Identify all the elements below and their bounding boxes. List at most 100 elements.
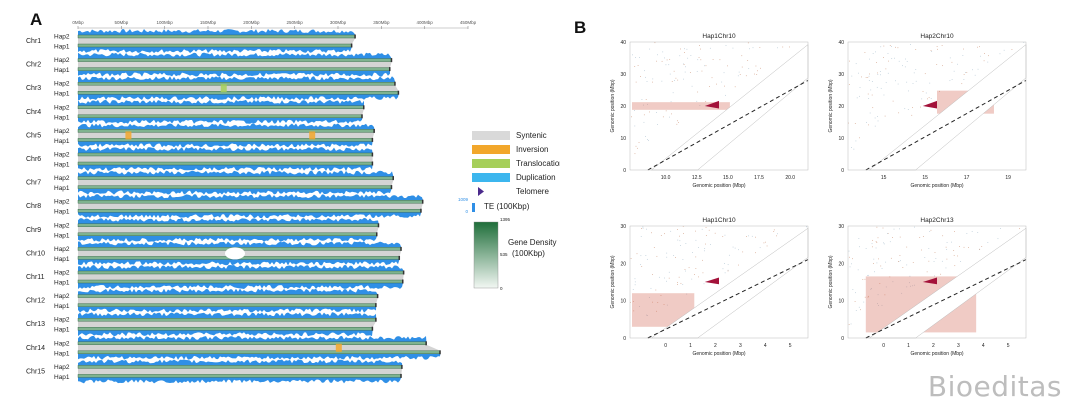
dot: [877, 303, 878, 305]
te-density-hap2: [78, 52, 392, 59]
dot: [658, 276, 660, 278]
x-tick-label: 20.0: [785, 175, 795, 181]
dot: [639, 306, 640, 307]
te-density-hap1: [78, 47, 352, 53]
y-axis-label: Genomic position (Mbp): [610, 79, 616, 132]
y-axis-label: Genomic position (Mbp): [828, 255, 834, 308]
hap1-label: Hap1: [54, 327, 70, 334]
dot: [652, 81, 653, 83]
x-tick-label: 15: [881, 175, 887, 181]
hap2-chromosome-bar: [77, 81, 396, 86]
dot: [934, 252, 936, 253]
te-density-hap1: [78, 70, 390, 77]
dot: [922, 91, 924, 92]
dot: [646, 228, 647, 230]
legend-label: Syntenic: [516, 131, 547, 140]
dot: [911, 114, 913, 116]
te-density-hap2: [78, 265, 404, 271]
chromosome-label: Chr7: [26, 180, 41, 187]
dot: [930, 229, 932, 231]
hap2-label: Hap2: [54, 104, 70, 111]
telomere-mark: [420, 208, 422, 213]
syntenic-band: [78, 321, 377, 328]
hap1-label: Hap1: [54, 67, 70, 74]
dot: [849, 256, 850, 258]
dot: [727, 65, 728, 67]
dot: [673, 70, 675, 72]
axis-tick-label: 450Mbp: [460, 20, 477, 25]
hap1-chromosome-bar: [77, 232, 378, 237]
dot: [930, 98, 932, 99]
x-tick-label: 0: [882, 343, 885, 349]
dot: [645, 99, 647, 100]
y-tick-label: 0: [623, 168, 626, 174]
dot: [876, 86, 878, 88]
breakpoint-marker: [922, 100, 937, 109]
dot: [660, 295, 662, 296]
dot: [887, 233, 889, 234]
dot: [1000, 228, 1001, 229]
dot: [632, 289, 634, 290]
y-tick-label: 10: [620, 299, 626, 305]
dot: [866, 121, 867, 123]
dot: [708, 229, 710, 231]
dot: [871, 243, 873, 245]
te-legend-label: TE (100Kbp): [484, 202, 530, 211]
dot: [747, 42, 749, 44]
telomere-mark: [377, 223, 380, 228]
dot: [698, 247, 699, 248]
dotplot-title: Hap2Chr13: [920, 217, 954, 224]
dotplot-4: Hap2Chr13 0 1 2 3 4 5 0 10 20 30 Genomic position (…: [828, 217, 1027, 357]
dot: [874, 117, 876, 119]
dot: [850, 323, 852, 325]
telomere-mark: [354, 34, 356, 39]
dot: [912, 83, 914, 85]
dot: [883, 94, 885, 96]
dot: [647, 103, 648, 105]
dot: [914, 284, 915, 286]
dot: [963, 246, 965, 248]
dot: [906, 264, 908, 266]
dashed-fit-line: [647, 79, 809, 171]
te-density-hap1: [78, 117, 363, 124]
hap1-chromosome-bar: [77, 279, 404, 284]
dot: [759, 47, 761, 48]
dot: [876, 62, 877, 63]
hap1-label: Hap1: [54, 162, 70, 169]
dot: [963, 74, 965, 75]
dot: [671, 113, 672, 115]
y-tick-label: 0: [841, 336, 844, 342]
gd-min-label: 0: [500, 286, 503, 291]
dot: [881, 304, 883, 306]
dot: [722, 236, 724, 238]
dot: [897, 47, 899, 49]
dot: [724, 234, 726, 236]
dot: [981, 246, 983, 247]
dot: [752, 47, 754, 49]
dot: [709, 86, 710, 87]
hap1-chromosome-bar: [77, 138, 373, 142]
dot: [912, 285, 914, 287]
telomere-mark: [402, 279, 404, 284]
dot: [868, 75, 870, 77]
hap1-chromosome-bar: [77, 374, 402, 378]
dot: [738, 71, 740, 73]
dot: [885, 82, 887, 84]
dot: [664, 233, 665, 235]
te-density-hap2: [78, 76, 396, 83]
dot: [723, 72, 725, 74]
dot: [971, 231, 973, 232]
breakpoint-marker: [704, 100, 719, 109]
dot: [669, 58, 671, 60]
syntenic-band: [78, 132, 375, 139]
dot: [883, 45, 885, 47]
x-tick-label: 3: [957, 343, 960, 349]
dot: [861, 76, 862, 78]
dot: [928, 260, 930, 262]
hap2-label: Hap2: [54, 293, 70, 300]
te-density-hap2: [78, 335, 427, 342]
y-tick-label: 20: [838, 261, 844, 267]
dot: [937, 48, 938, 50]
axis-tick-label: 350Mbp: [373, 20, 390, 25]
hap1-label: Hap1: [54, 138, 70, 145]
